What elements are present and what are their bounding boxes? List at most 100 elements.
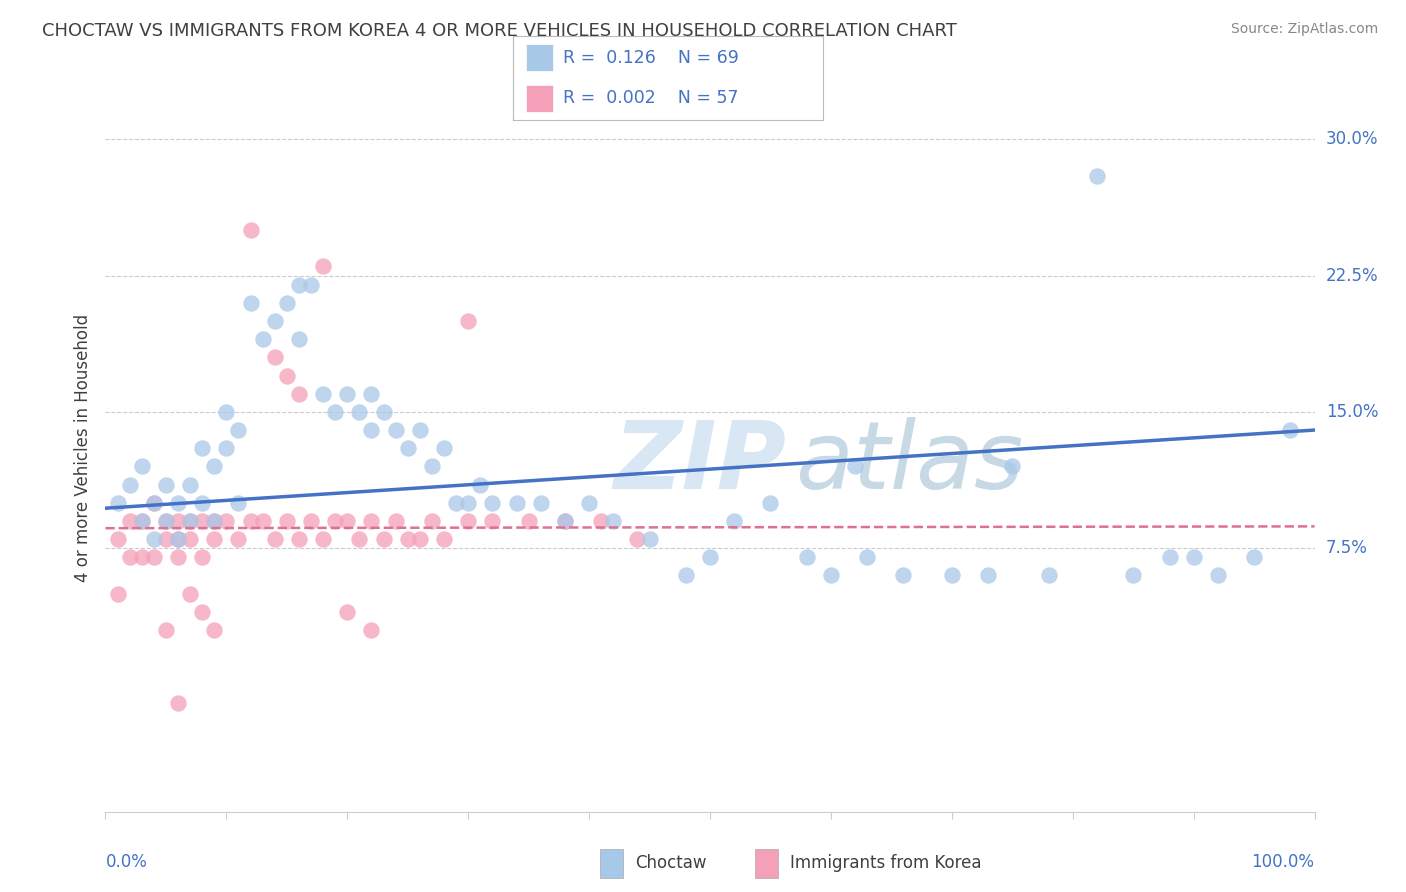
Point [288, 532, 311, 546]
Point [481, 496, 503, 510]
Point [202, 514, 225, 528]
Text: R =  0.126    N = 69: R = 0.126 N = 69 [562, 49, 738, 67]
Point [276, 514, 298, 528]
Point [759, 496, 782, 510]
Point [202, 514, 225, 528]
Point [323, 405, 346, 419]
Point [263, 351, 285, 365]
Point [167, 696, 190, 710]
Point [142, 496, 165, 510]
Point [323, 514, 346, 528]
Point [288, 386, 311, 401]
Point [167, 514, 190, 528]
Point [312, 532, 335, 546]
Point [131, 459, 153, 474]
Point [336, 386, 359, 401]
Point [360, 386, 382, 401]
Text: ZIP: ZIP [613, 417, 786, 508]
Text: 100.0%: 100.0% [1251, 854, 1315, 871]
Point [202, 623, 225, 637]
Point [191, 442, 214, 455]
Point [107, 532, 129, 546]
Point [336, 514, 359, 528]
Point [1085, 169, 1108, 183]
Text: R =  0.002    N = 57: R = 0.002 N = 57 [562, 89, 738, 107]
Point [155, 514, 177, 528]
Point [202, 532, 225, 546]
Point [191, 605, 214, 619]
Point [276, 296, 298, 310]
Point [420, 459, 443, 474]
Point [1279, 423, 1302, 437]
Point [409, 423, 432, 437]
Point [457, 514, 479, 528]
Point [373, 532, 395, 546]
Point [373, 405, 395, 419]
Point [239, 296, 262, 310]
Point [155, 623, 177, 637]
Point [299, 514, 322, 528]
Point [142, 496, 165, 510]
Point [191, 496, 214, 510]
Point [239, 514, 262, 528]
Point [1206, 568, 1229, 582]
Point [179, 532, 201, 546]
Text: Source: ZipAtlas.com: Source: ZipAtlas.com [1230, 22, 1378, 37]
Point [167, 532, 190, 546]
Point [299, 277, 322, 292]
Point [131, 514, 153, 528]
Bar [526, 44, 554, 71]
Point [107, 587, 129, 601]
Point [191, 550, 214, 565]
Point [470, 477, 492, 491]
Bar [526, 85, 554, 112]
Point [349, 405, 371, 419]
Point [396, 532, 419, 546]
Point [820, 568, 842, 582]
Point [131, 514, 153, 528]
Point [433, 442, 456, 455]
Point [179, 587, 201, 601]
Point [179, 514, 201, 528]
Point [977, 568, 1000, 582]
Point [167, 550, 190, 565]
Point [107, 496, 129, 510]
Point [433, 532, 456, 546]
Point [252, 514, 274, 528]
Point [893, 568, 915, 582]
Point [349, 532, 371, 546]
Point [202, 459, 225, 474]
Point [228, 532, 250, 546]
Point [288, 332, 311, 346]
Text: atlas: atlas [794, 417, 1024, 508]
Point [252, 332, 274, 346]
Point [481, 514, 503, 528]
Point [1182, 550, 1205, 565]
Text: 7.5%: 7.5% [1326, 539, 1368, 558]
Point [215, 514, 238, 528]
Point [239, 223, 262, 237]
Point [384, 514, 406, 528]
Point [276, 368, 298, 383]
Point [856, 550, 879, 565]
Point [420, 514, 443, 528]
Text: Immigrants from Korea: Immigrants from Korea [790, 855, 981, 872]
Point [142, 550, 165, 565]
Text: 30.0%: 30.0% [1326, 130, 1378, 148]
Text: 15.0%: 15.0% [1326, 403, 1378, 421]
Point [167, 532, 190, 546]
Point [675, 568, 697, 582]
Point [1122, 568, 1144, 582]
Point [554, 514, 576, 528]
Point [312, 260, 335, 274]
Point [602, 514, 624, 528]
Point [396, 442, 419, 455]
Point [457, 314, 479, 328]
Point [591, 514, 613, 528]
Point [638, 532, 661, 546]
Point [723, 514, 745, 528]
Point [228, 423, 250, 437]
Text: CHOCTAW VS IMMIGRANTS FROM KOREA 4 OR MORE VEHICLES IN HOUSEHOLD CORRELATION CHA: CHOCTAW VS IMMIGRANTS FROM KOREA 4 OR MO… [42, 22, 957, 40]
Point [1243, 550, 1265, 565]
Point [155, 477, 177, 491]
